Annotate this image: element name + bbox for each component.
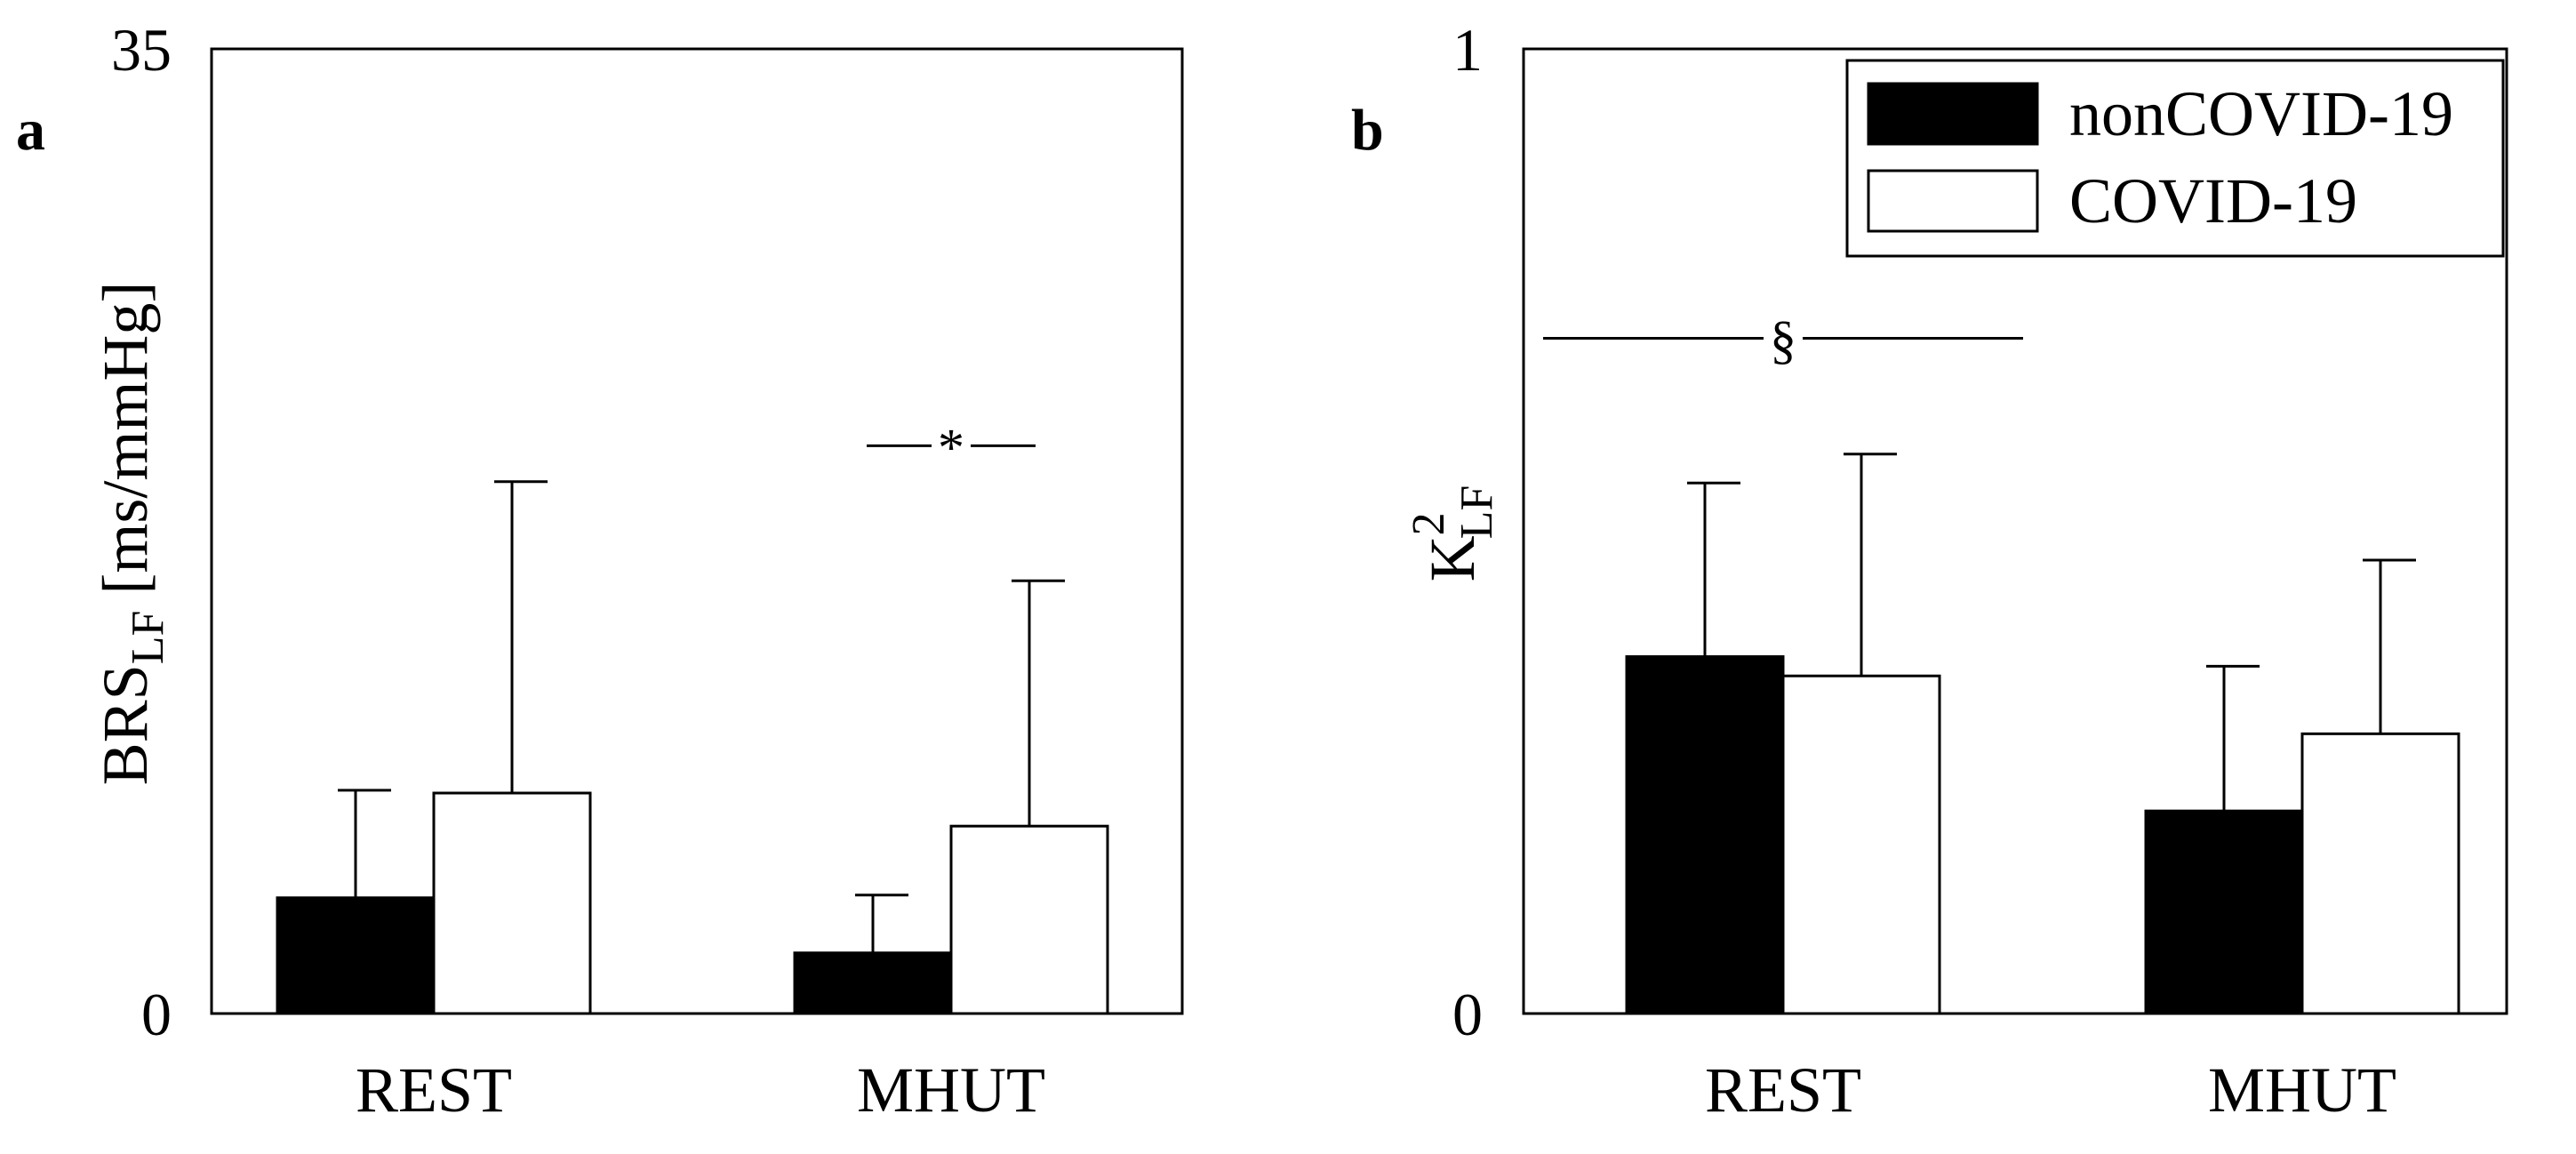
y-tick-label: 1	[1452, 16, 1483, 84]
y-tick-label: 35	[111, 16, 172, 84]
plot-frame	[1522, 47, 2508, 1015]
x-tick-label: MHUT	[857, 1054, 1045, 1126]
plot-frame	[210, 47, 1184, 1015]
significance-symbol: §	[1770, 311, 1796, 370]
chart-panel-b: b 0 1 K2LF REST MHUT § nonCOVID-19 COVID-19	[1351, 16, 2508, 1126]
x-tick-label: REST	[356, 1054, 512, 1126]
significance-symbol: *	[938, 418, 964, 477]
y-axis-title: BRSLF [ms/mmHg]	[90, 282, 173, 786]
legend-swatch	[1867, 169, 2039, 233]
bar	[793, 951, 953, 1015]
legend-swatch	[1867, 82, 2039, 146]
y-axis-title: K2LF	[1404, 485, 1502, 582]
bar	[432, 791, 592, 1015]
y-tick-label: 0	[1452, 981, 1483, 1048]
x-tick-label: REST	[1705, 1054, 1861, 1126]
bar	[1625, 655, 1785, 1015]
chart-panel-a: a 0 35 BRSLF [ms/mmHg] REST MHUT *	[16, 16, 1184, 1126]
bar	[2144, 809, 2304, 1015]
panel-label: b	[1351, 98, 1384, 163]
bar	[276, 896, 436, 1015]
bar	[1781, 674, 1941, 1015]
bar	[949, 824, 1109, 1015]
bar	[2300, 732, 2460, 1015]
legend: nonCOVID-19 COVID-19	[1845, 59, 2505, 258]
x-tick-label: MHUT	[2208, 1054, 2396, 1126]
panel-label: a	[16, 98, 45, 163]
legend-label: COVID-19	[2069, 165, 2357, 236]
y-tick-label: 0	[141, 981, 172, 1048]
legend-label: nonCOVID-19	[2069, 78, 2453, 149]
